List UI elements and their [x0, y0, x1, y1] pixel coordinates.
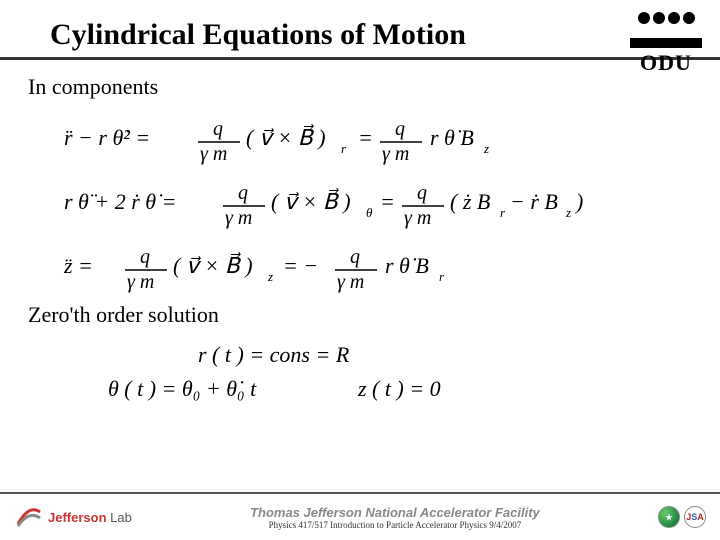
svg-text:r θ̈ + 2 ṙ θ̇ =: r θ̈ + 2 ṙ θ̇ = [64, 189, 176, 214]
title-underline [0, 57, 720, 60]
zeroth-solution: r ( t ) = cons = R θ ( t ) = θ₀ + θ̇₀ t … [78, 338, 692, 415]
facility-name: Thomas Jefferson National Accelerator Fa… [132, 505, 658, 520]
svg-text:r θ̇ B: r θ̇ B [430, 125, 474, 150]
svg-text:γ m: γ m [200, 143, 227, 165]
page-title: Cylindrical Equations of Motion [50, 18, 700, 52]
footer-center: Thomas Jefferson National Accelerator Fa… [132, 505, 658, 530]
svg-text:=: = [358, 125, 373, 150]
odu-logo: ODU [630, 12, 702, 76]
jsa-logo-icon: JSA [684, 506, 706, 528]
svg-text:γ m: γ m [225, 207, 252, 229]
svg-text:q: q [213, 118, 223, 140]
sol-z: z ( t ) = 0 [357, 376, 441, 401]
sol-theta: θ ( t ) = θ₀ + θ̇₀ t [108, 376, 257, 401]
svg-text:− ṙ B: − ṙ B [510, 189, 558, 214]
crown-bar [630, 38, 702, 48]
svg-text:( v⃗ × B⃗ ): ( v⃗ × B⃗ ) [246, 124, 326, 150]
svg-text:q: q [350, 246, 360, 268]
doe-seal-icon: ★ [658, 506, 680, 528]
slide-header: Cylindrical Equations of Motion ODU [0, 0, 720, 60]
course-info: Physics 417/517 Introduction to Particle… [132, 520, 658, 530]
svg-text:z: z [565, 205, 571, 220]
svg-text:q: q [395, 118, 405, 140]
svg-text:r θ̇ B: r θ̇ B [385, 253, 429, 278]
svg-text:( v⃗ × B⃗ ): ( v⃗ × B⃗ ) [173, 252, 253, 278]
svg-text:=: = [380, 189, 395, 214]
svg-text:): ) [574, 189, 583, 214]
equation-r: r̈ − r θ̇² = q γ m ( v⃗ × B⃗ ) r = q γ m… [58, 110, 692, 168]
svg-text:z: z [483, 141, 489, 156]
svg-text:q: q [417, 182, 427, 204]
svg-text:z̈ =: z̈ = [63, 253, 93, 278]
svg-text:γ m: γ m [127, 271, 154, 293]
section1-label: In components [28, 74, 692, 100]
jlab-swoosh-icon [14, 502, 44, 532]
sol-r: r ( t ) = cons = R [198, 342, 350, 367]
svg-text:γ m: γ m [382, 143, 409, 165]
svg-text:θ: θ [366, 205, 373, 220]
footer-right-logos: ★ JSA [658, 506, 706, 528]
jlab-text: Jefferson Lab [48, 510, 132, 525]
equation-theta: r θ̈ + 2 ṙ θ̇ = q γ m ( v⃗ × B⃗ ) θ = q … [58, 174, 692, 232]
crown-icon [630, 12, 702, 40]
jlab-logo: Jefferson Lab [14, 502, 132, 532]
svg-text:r: r [439, 269, 445, 284]
svg-text:z: z [267, 269, 273, 284]
odu-text: ODU [630, 50, 702, 76]
svg-text:r̈ − r θ̇² =: r̈ − r θ̇² = [64, 125, 150, 150]
svg-text:γ m: γ m [404, 207, 431, 229]
svg-text:( v⃗ × B⃗ ): ( v⃗ × B⃗ ) [271, 188, 351, 214]
slide-body: In components r̈ − r θ̇² = q γ m ( v⃗ × … [0, 60, 720, 415]
slide-footer: Jefferson Lab Thomas Jefferson National … [0, 492, 720, 540]
svg-text:= −: = − [283, 253, 318, 278]
svg-text:q: q [238, 182, 248, 204]
svg-text:r: r [341, 141, 347, 156]
equation-z: z̈ = q γ m ( v⃗ × B⃗ ) z = − q γ m r θ̇ … [58, 238, 692, 296]
svg-text:γ m: γ m [337, 271, 364, 293]
section2-label: Zero'th order solution [28, 302, 692, 328]
svg-text:r: r [500, 205, 506, 220]
svg-text:( ż B: ( ż B [450, 189, 490, 214]
svg-text:q: q [140, 246, 150, 268]
